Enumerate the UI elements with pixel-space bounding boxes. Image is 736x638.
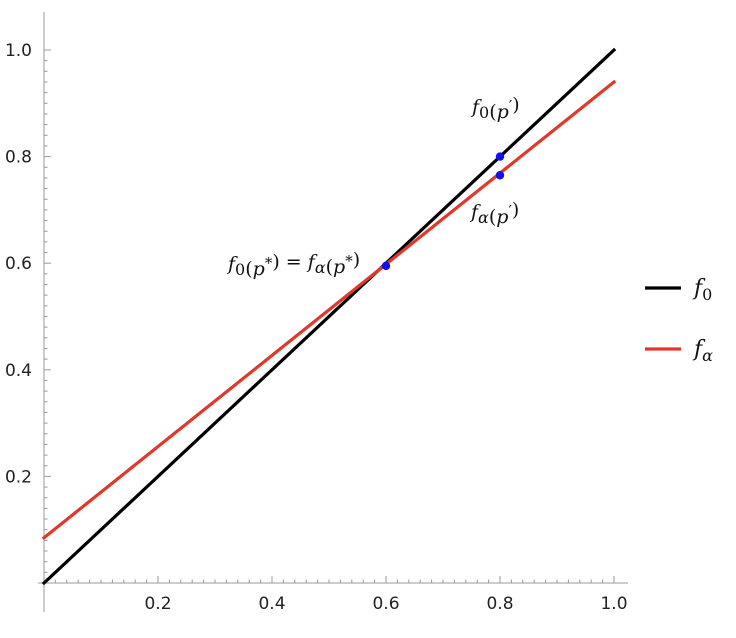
y-tick-label: 0.2 xyxy=(5,467,32,487)
y-tick-label: 0.4 xyxy=(5,361,32,381)
data-point xyxy=(495,171,505,180)
annotation-f0-pprime: f0(p′) xyxy=(470,94,520,123)
data-point xyxy=(381,261,391,271)
series-line-0 xyxy=(41,47,617,586)
legend: f0 fα xyxy=(645,276,713,365)
legend-label-1: fα xyxy=(692,337,713,365)
series xyxy=(41,47,617,586)
annotation-f0-pstar-equals-falpha-pstar: f0(p*) = fα(p*) xyxy=(226,249,360,280)
x-tick-label: 1.0 xyxy=(600,594,627,614)
legend-label-0: f0 xyxy=(692,276,712,304)
ticks: 0.2 0.4 0.6 0.8 1.0 0.2 0.4 0.6 0.8 1.0 xyxy=(5,41,628,614)
axes xyxy=(38,12,628,612)
series-line-1 xyxy=(41,79,617,540)
x-tick-label: 0.8 xyxy=(486,594,513,614)
y-tick-label: 0.6 xyxy=(5,254,32,274)
data-point xyxy=(495,152,505,161)
annotation-falpha-pprime: fα(p′) xyxy=(469,199,519,228)
y-tick-label: 1.0 xyxy=(5,41,32,61)
x-tick-label: 0.6 xyxy=(372,594,399,614)
x-tick-label: 0.4 xyxy=(258,594,285,614)
x-tick-label: 0.2 xyxy=(144,594,171,614)
y-tick-label: 0.8 xyxy=(5,148,32,168)
points xyxy=(381,152,505,271)
